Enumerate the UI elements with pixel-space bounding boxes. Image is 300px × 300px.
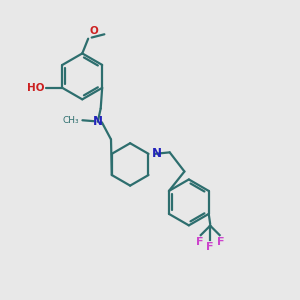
Text: F: F [206,242,214,252]
Text: N: N [93,115,103,128]
Text: F: F [217,237,224,247]
Text: N: N [152,147,161,160]
Text: HO: HO [27,83,45,93]
Text: CH₃: CH₃ [62,116,79,125]
Text: O: O [90,26,98,36]
Text: F: F [196,237,204,247]
